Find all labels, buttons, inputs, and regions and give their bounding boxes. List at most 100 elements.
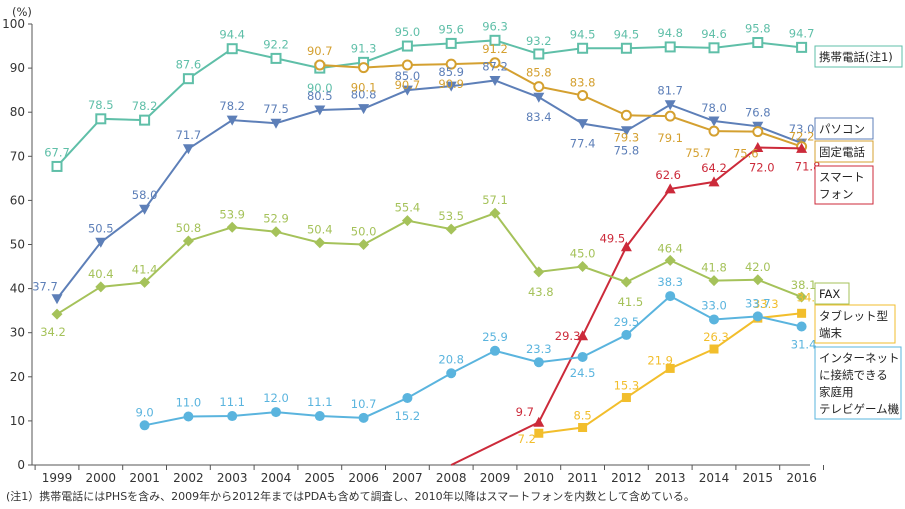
- 携帯電話-value-label: 94.5: [570, 27, 596, 41]
- FAX-value-label: 53.5: [438, 209, 464, 223]
- ゲーム機-point: [446, 368, 457, 379]
- legend-item-固定電話: 固定電話: [814, 140, 874, 163]
- chart-series: [51, 34, 808, 466]
- y-tick-label: 30: [10, 326, 25, 340]
- x-tick-label: 2005: [305, 471, 336, 485]
- ゲーム機-point: [577, 351, 588, 362]
- FAX-value-label: 42.0: [745, 260, 771, 274]
- x-tick-label: 2006: [348, 471, 379, 485]
- FAX-value-label: 50.4: [307, 223, 333, 237]
- legend-label: スマート: [819, 170, 865, 184]
- FAX-value-label: 41.4: [132, 262, 158, 276]
- ゲーム機-point: [139, 420, 150, 431]
- 携帯電話-value-label: 95.0: [395, 25, 421, 39]
- タブレット型端末-value-label: 33.3: [753, 297, 779, 311]
- FAX-point: [51, 308, 63, 320]
- パソコン-point: [577, 119, 589, 130]
- x-tick-label: 2002: [173, 471, 204, 485]
- 携帯電話-value-label: 92.2: [263, 37, 289, 51]
- パソコン-value-label: 81.7: [657, 84, 683, 98]
- legend-item-スマートフォン: スマートフォン: [814, 165, 874, 205]
- スマートフォン-point: [533, 416, 545, 427]
- タブレット型端末-point: [665, 363, 675, 373]
- タブレット型端末-value-label: 7.2: [518, 432, 536, 446]
- 携帯電話-point: [95, 113, 107, 125]
- ゲーム機-value-label: 11.1: [307, 395, 333, 409]
- 携帯電話-value-label: 94.8: [657, 26, 683, 40]
- 固定電話-value-label: 79.3: [614, 130, 640, 144]
- 携帯電話-value-label: 95.6: [438, 22, 464, 36]
- 携帯電話-value-label: 95.8: [745, 22, 771, 36]
- スマートフォン-point: [752, 141, 764, 152]
- FAX-point: [796, 291, 808, 303]
- 携帯電話-value-label: 94.4: [219, 28, 245, 42]
- legend-item-パソコン: パソコン: [814, 117, 874, 140]
- 固定電話-point: [314, 59, 326, 71]
- 固定電話-point: [358, 62, 370, 74]
- FAX-value-label: 40.4: [88, 267, 114, 281]
- 携帯電話-point: [51, 160, 63, 172]
- ゲーム機-point: [271, 407, 281, 418]
- chart-data-labels: 67.7 78.5 78.2 87.6 94.4 92.2 90.0 91.3 95.0 95.6…: [32, 19, 822, 446]
- x-tick-label: 1999: [42, 471, 73, 485]
- 固定電話-point: [708, 125, 720, 137]
- パソコン-value-label: 76.8: [745, 105, 771, 119]
- FAX-value-label: 50.0: [351, 225, 377, 239]
- スマートフォン-value-label: 71.8: [795, 159, 821, 173]
- legend-box: [814, 45, 903, 68]
- タブレット型端末-value-label: 26.3: [703, 330, 729, 344]
- 固定電話-line: [319, 61, 802, 148]
- x-tick-label: 2015: [743, 471, 774, 485]
- legend-box: [814, 282, 850, 305]
- FAX-value-label: 52.9: [263, 212, 289, 226]
- FAX-value-label: 45.0: [570, 247, 596, 261]
- ゲーム機-value-label: 10.7: [351, 397, 377, 411]
- パソコン-value-label: 85.0: [395, 69, 421, 83]
- FAX-value-label: 41.5: [618, 295, 644, 309]
- legend-label: 携帯電話(注1): [819, 50, 893, 64]
- 固定電話-value-label: 83.8: [570, 75, 596, 89]
- パソコン-point: [314, 105, 326, 116]
- legend-label: に接続できる: [819, 368, 888, 382]
- x-tick-label: 2010: [524, 471, 555, 485]
- 固定電話-point: [577, 89, 589, 101]
- x-tick-label: 2008: [436, 471, 467, 485]
- パソコン-point: [182, 144, 194, 155]
- ゲーム機-point: [314, 411, 325, 422]
- 携帯電話-point: [270, 52, 282, 64]
- 固定電話-value-label: 72.2: [789, 130, 815, 144]
- ゲーム機-value-label: 12.0: [263, 391, 289, 405]
- legend-label: インターネット: [819, 351, 900, 365]
- series-固定電話: [314, 57, 808, 153]
- 携帯電話-value-label: 94.5: [614, 27, 640, 41]
- FAX-point: [401, 215, 413, 227]
- パソコン-value-label: 58.0: [132, 188, 158, 202]
- y-tick-label: 10: [10, 414, 25, 428]
- FAX-value-label: 55.4: [395, 201, 421, 215]
- 固定電話-value-label: 90.7: [307, 44, 333, 58]
- 携帯電話-value-label: 96.3: [482, 19, 508, 33]
- ゲーム機-value-label: 15.2: [395, 409, 421, 423]
- y-tick-label: 50: [10, 238, 25, 252]
- パソコン-value-label: 78.0: [701, 101, 727, 115]
- スマートフォン-point: [664, 183, 676, 194]
- スマートフォン-point: [577, 330, 589, 341]
- 携帯電話-point: [445, 37, 457, 49]
- 固定電話-point: [445, 58, 457, 70]
- FAX-point: [620, 276, 632, 288]
- 携帯電話-point: [796, 41, 808, 53]
- FAX-value-label: 38.1: [791, 278, 817, 292]
- ゲーム機-point: [752, 311, 763, 322]
- FAX-value-label: 46.4: [657, 241, 683, 255]
- legend-label: パソコン: [819, 122, 865, 136]
- スマートフォン-point: [620, 241, 632, 252]
- パソコン-point: [533, 92, 545, 103]
- タブレット型端末-value-label: 21.9: [647, 353, 673, 367]
- series-FAX: [51, 207, 808, 320]
- 携帯電話-point: [401, 40, 413, 52]
- legend-box: [814, 346, 902, 420]
- ゲーム機-value-label: 24.5: [570, 366, 596, 380]
- パソコン-point: [95, 237, 107, 248]
- パソコン-point: [401, 85, 413, 96]
